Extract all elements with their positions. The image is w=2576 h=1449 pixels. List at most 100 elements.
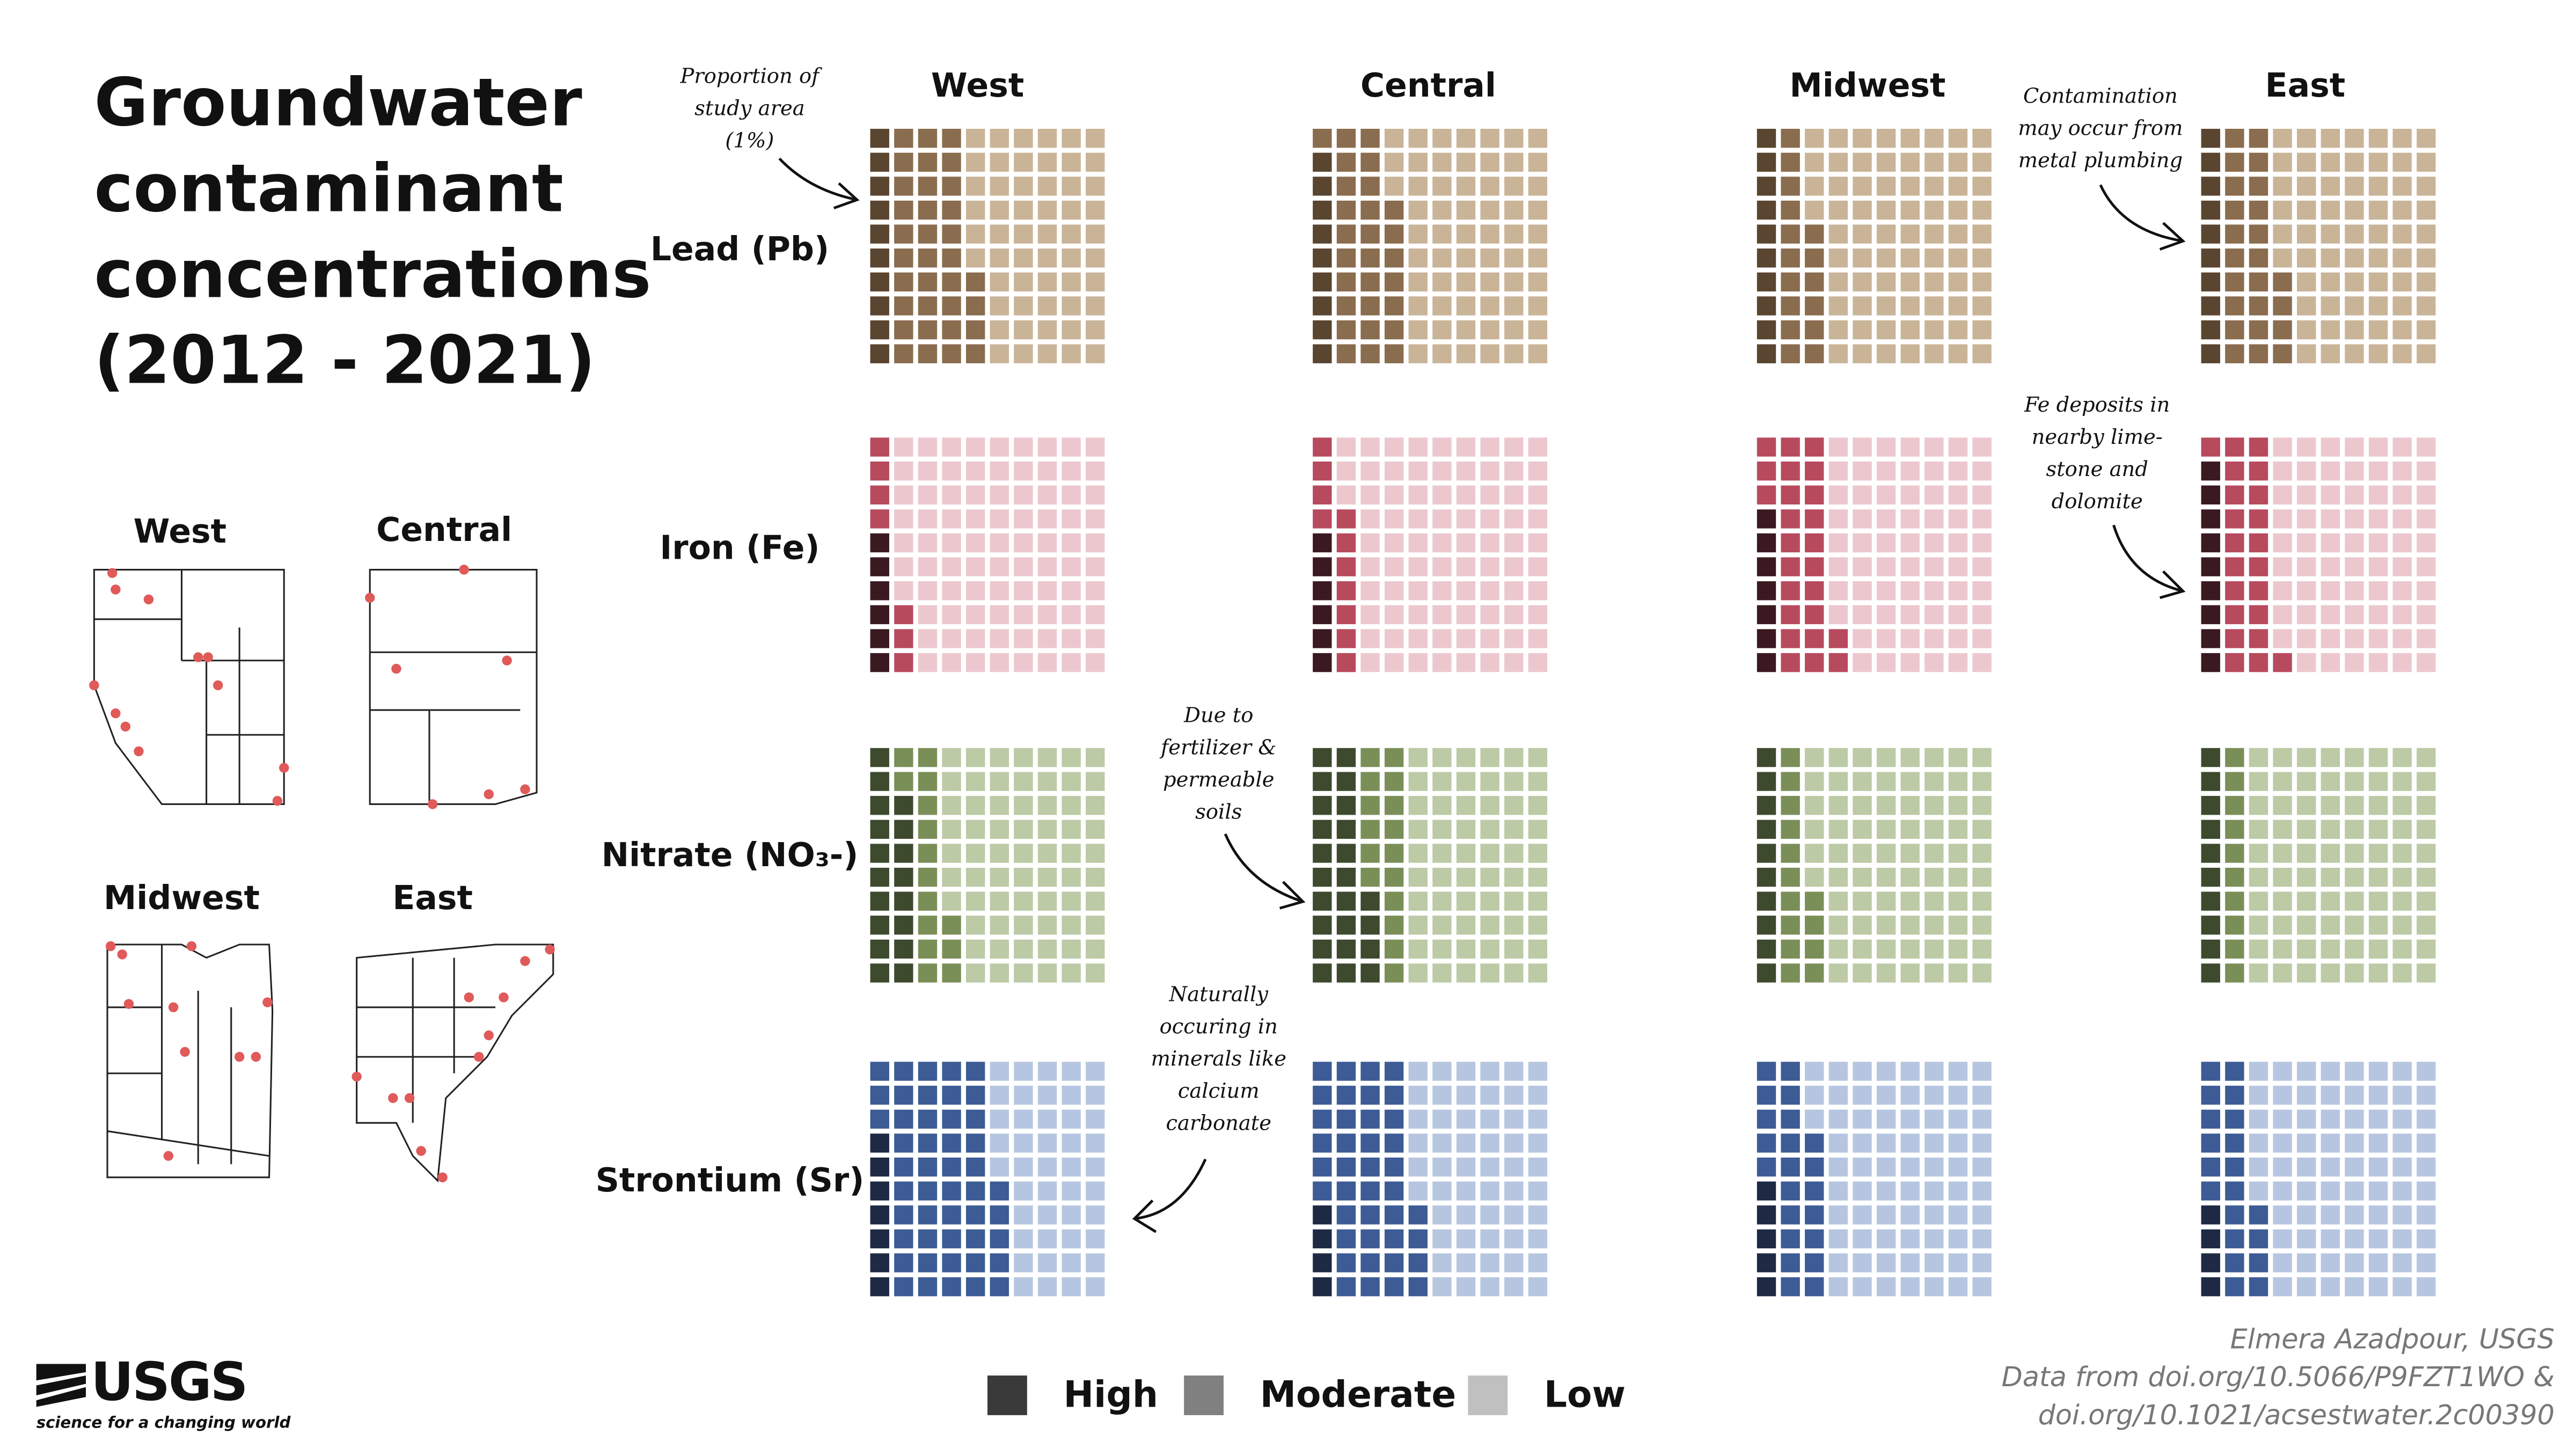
waffle-cell: [1948, 939, 1968, 959]
waffle-cell: [1900, 344, 1920, 363]
waffle-cell: [966, 1205, 985, 1225]
waffle-cell: [2225, 867, 2244, 887]
waffle-cell: [2225, 1181, 2244, 1201]
waffle-cell: [1062, 629, 1081, 648]
waffle-cell: [2345, 653, 2364, 672]
waffle-cell: [990, 344, 1009, 363]
waffle-cell: [1456, 653, 1476, 672]
waffle-cell: [942, 533, 961, 553]
waffle-cell: [2201, 963, 2220, 983]
waffle-cell: [1924, 819, 1944, 839]
waffle-cell: [2249, 1133, 2268, 1153]
waffle-cell: [1062, 248, 1081, 268]
waffle-cell: [1014, 296, 1033, 316]
waffle-cell: [1385, 248, 1404, 268]
waffle-cell: [1948, 1133, 1968, 1153]
waffle-cell: [1504, 772, 1524, 791]
waffle-cell: [1456, 748, 1476, 767]
waffle-cell: [1408, 344, 1428, 363]
waffle-cell: [990, 129, 1009, 148]
waffle-cell: [1900, 1277, 1920, 1297]
waffle-cell: [1014, 1205, 1033, 1225]
waffle-cell: [918, 296, 938, 316]
waffle-cell: [1876, 224, 1896, 244]
waffle-cell: [1037, 1133, 1057, 1153]
waffle-cell: [2321, 748, 2340, 767]
waffle-cell: [1360, 437, 1380, 457]
waffle-cell: [2273, 629, 2292, 648]
waffle-cell: [918, 485, 938, 504]
waffle-cell: [870, 819, 889, 839]
waffle-cell: [870, 796, 889, 815]
waffle-cell: [2368, 129, 2388, 148]
waffle-cell: [1456, 272, 1476, 292]
waffle-cell: [918, 891, 938, 911]
waffle-cell: [1385, 867, 1404, 887]
waffle-cell: [1900, 437, 1920, 457]
waffle-cell: [1828, 1229, 1848, 1249]
waffle-cell: [1062, 605, 1081, 625]
waffle-cell: [1086, 320, 1105, 340]
waffle-cell: [2368, 796, 2388, 815]
waffle-cell: [1828, 152, 1848, 172]
waffle-cell: [1504, 1229, 1524, 1249]
waffle-cell: [1805, 581, 1824, 601]
waffle-cell: [1900, 1133, 1920, 1153]
waffle-cell: [2417, 344, 2436, 363]
waffle-cell: [1336, 772, 1356, 791]
waffle-cell: [2225, 248, 2244, 268]
waffle-cell: [1480, 819, 1499, 839]
map-label: Central: [376, 510, 512, 549]
waffle-cell: [966, 272, 985, 292]
waffle-cell: [1360, 939, 1380, 959]
waffle-cell: [1456, 224, 1476, 244]
waffle-cell: [1972, 1277, 1992, 1297]
waffle-cell: [1037, 485, 1057, 504]
waffle-cell: [2392, 748, 2412, 767]
waffle-cell: [1360, 1157, 1380, 1177]
waffle-cell: [2225, 1205, 2244, 1225]
waffle-cell: [1876, 272, 1896, 292]
waffle-cell: [1828, 200, 1848, 220]
waffle-cell: [1781, 939, 1800, 959]
waffle-cell: [1062, 653, 1081, 672]
waffle-cell: [1408, 152, 1428, 172]
waffle-cell: [1336, 462, 1356, 481]
waffle-cell: [2297, 152, 2316, 172]
waffle-cell: [2273, 1253, 2292, 1272]
waffle-cell: [1757, 748, 1776, 767]
column-label: Midwest: [1790, 66, 1946, 105]
waffle-cell: [2273, 1157, 2292, 1177]
waffle-cell: [2368, 1157, 2388, 1177]
waffle-cell: [2201, 1181, 2220, 1201]
waffle-cell: [966, 177, 985, 196]
waffle-cell: [1480, 916, 1499, 935]
waffle-cell: [1408, 581, 1428, 601]
waffle-cell: [1900, 629, 1920, 648]
waffle-cell: [1062, 1157, 1081, 1177]
waffle-cell: [1805, 1133, 1824, 1153]
waffle-cell: [1948, 200, 1968, 220]
waffle-cell: [1432, 152, 1452, 172]
waffle-cell: [1948, 819, 1968, 839]
waffle-cell: [1853, 1181, 1872, 1201]
waffle-cell: [1504, 1086, 1524, 1105]
waffle-cell: [1480, 891, 1499, 911]
waffle-cell: [894, 844, 913, 863]
waffle-cell: [1313, 200, 1332, 220]
waffle-cell: [2201, 891, 2220, 911]
waffle-cell: [918, 1157, 938, 1177]
waffle-cell: [942, 1277, 961, 1297]
waffle-cell: [2417, 437, 2436, 457]
waffle-cell: [942, 581, 961, 601]
waffle-cell: [1014, 796, 1033, 815]
waffle-cell: [2392, 605, 2412, 625]
waffle-cell: [918, 1062, 938, 1081]
waffle-cell: [1456, 1062, 1476, 1081]
waffle-cell: [1948, 1109, 1968, 1129]
waffle-cell: [1385, 200, 1404, 220]
waffle-cell: [1456, 1253, 1476, 1272]
waffle-cell: [1456, 1133, 1476, 1153]
waffle-cell: [1385, 653, 1404, 672]
waffle-cell: [1876, 1181, 1896, 1201]
